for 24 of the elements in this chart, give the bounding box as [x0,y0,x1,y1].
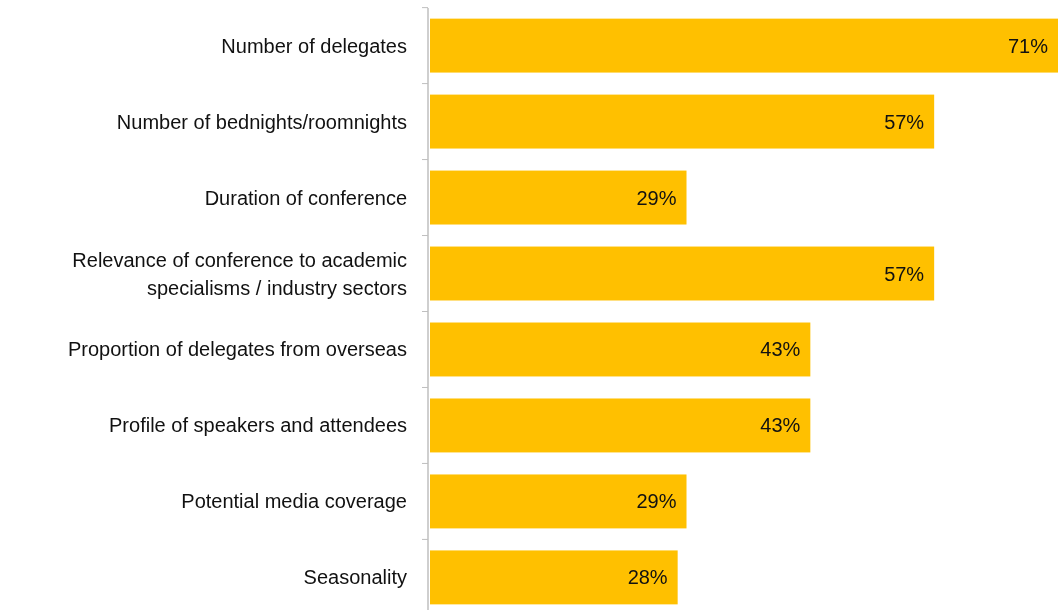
bar [430,170,687,225]
y-tick-label: Potential media coverage [181,490,407,513]
bar [430,398,811,453]
y-tick-label: Profile of speakers and attendees [109,414,407,437]
data-label: 71% [1007,34,1049,57]
y-tick-label: Number of delegates [221,34,407,57]
bar [430,94,935,149]
data-label: 57% [884,262,925,285]
data-label: 28% [627,566,668,589]
data-label: 29% [636,490,677,513]
data-label: 57% [884,110,925,133]
bar [430,322,811,377]
bar [430,246,935,301]
y-tick-label: Number of bednights/roomnights [116,110,407,133]
y-tick-label: Proportion of delegates from overseas [67,338,407,361]
data-label: 43% [760,414,801,437]
data-label: 29% [636,186,677,209]
y-tick-label: Seasonality [303,566,407,589]
y-tick-label: Duration of conference [204,186,407,209]
bar [430,18,1058,73]
bar [430,550,678,605]
data-label: 43% [760,338,801,361]
y-tick-label: Relevance of conference to academic specialisms / industry sectors [72,248,407,299]
bar [430,474,687,529]
